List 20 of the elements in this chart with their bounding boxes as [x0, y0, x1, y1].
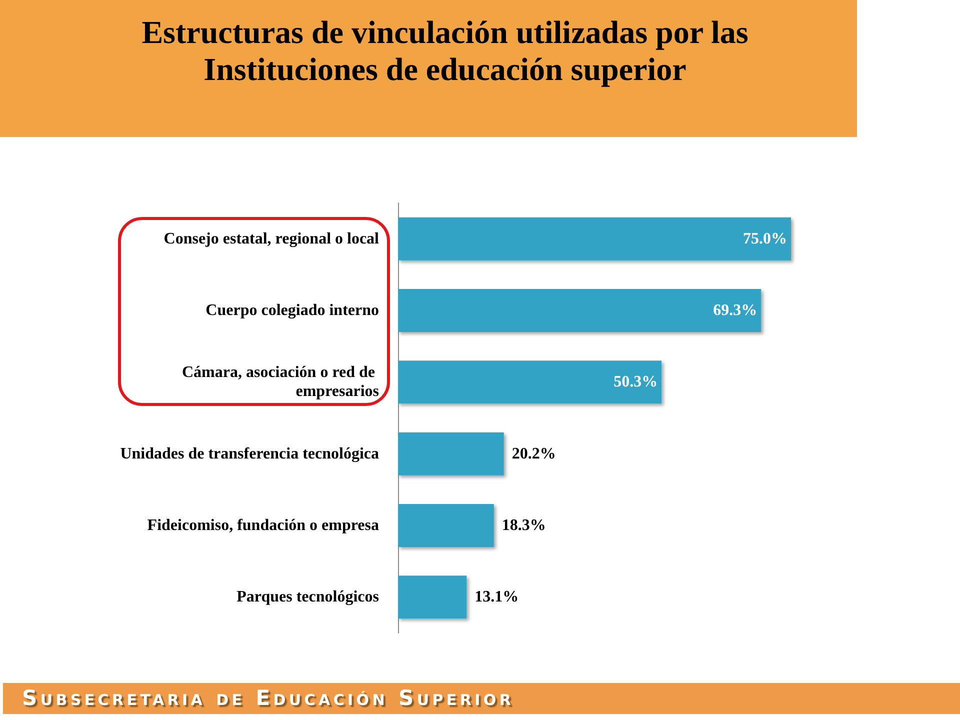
y-tick-label: Unidades de transferencia tecnológica — [120, 445, 379, 462]
y-tick-label: Cuerpo colegiado interno — [206, 302, 379, 319]
y-tick-label: Consejo estatal, regional o local — [164, 230, 380, 248]
chart-title: Estructuras de vinculación utilizadas por las Instituciones de educación superior — [140, 14, 750, 88]
bar — [398, 360, 662, 404]
bar — [398, 289, 762, 332]
bar — [398, 504, 494, 547]
text: Subsecretaria de Educación Superior — [22, 685, 514, 712]
data-label: 75.0% — [743, 230, 787, 248]
y-tick-label: Parques tecnológicos — [236, 588, 379, 606]
bar — [398, 432, 504, 476]
y-tick-label: Cámara, asociación o red de empresarios — [182, 364, 379, 400]
data-label: 13.1% — [474, 588, 519, 606]
y-tick-label: Fideicomiso, fundación o empresa — [147, 517, 379, 534]
data-label: 69.3% — [713, 302, 758, 319]
data-label: 20.2% — [512, 445, 556, 462]
bar — [398, 217, 791, 260]
data-label: 18.3% — [502, 517, 546, 534]
data-label: 50.3% — [614, 374, 658, 391]
bar — [398, 576, 467, 619]
